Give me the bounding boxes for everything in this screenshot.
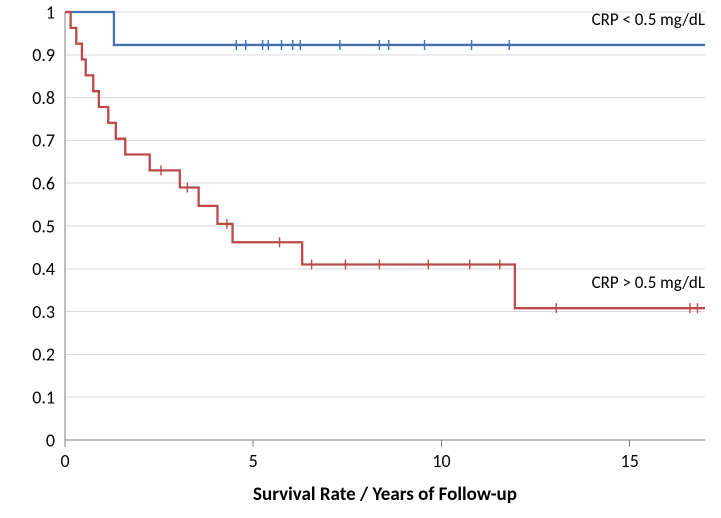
y-tick-label: 0.3 [32,301,55,323]
series-label-crp-high: CRP > 0.5 mg/dL [592,272,705,293]
y-tick-label: 0.5 [32,215,55,237]
chart-svg: 0 5 10 15 0 0.1 0.2 0.3 0.4 0.5 0.6 0.7 0.8 0.9 1 Survi… [0,0,721,518]
y-tick-label: 0.2 [32,344,55,366]
series-crp-high [65,12,705,308]
y-tick-label: 0.8 [32,87,55,109]
x-axis-title: Survival Rate / Years of Follow-up [253,483,517,506]
y-tick-label: 1 [46,1,55,23]
x-tick-label: 5 [249,450,258,472]
y-tick-label: 0 [46,429,55,451]
y-tick-label: 0.7 [32,130,55,152]
y-tick-label: 0.9 [32,44,55,66]
series-label-crp-low: CRP < 0.5 mg/dL [592,9,705,30]
km-chart: 0 5 10 15 0 0.1 0.2 0.3 0.4 0.5 0.6 0.7 0.8 0.9 1 Survi… [0,0,721,518]
y-tick-label: 0.4 [32,258,55,280]
y-tick-label: 0.6 [32,173,55,195]
y-tick-label: 0.1 [32,387,55,409]
x-tick-label: 15 [621,450,639,472]
x-tick-label: 0 [60,450,69,472]
x-tick-label: 10 [432,450,450,472]
